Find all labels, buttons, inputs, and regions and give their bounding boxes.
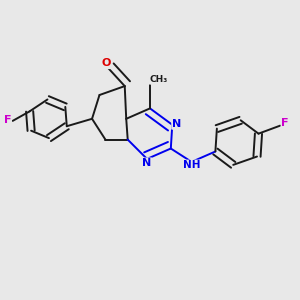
Text: NH: NH bbox=[183, 160, 200, 170]
Text: F: F bbox=[4, 115, 11, 125]
Text: N: N bbox=[142, 158, 152, 168]
Text: CH₃: CH₃ bbox=[150, 75, 168, 84]
Text: O: O bbox=[102, 58, 111, 68]
Text: F: F bbox=[281, 118, 289, 128]
Text: N: N bbox=[172, 119, 182, 129]
